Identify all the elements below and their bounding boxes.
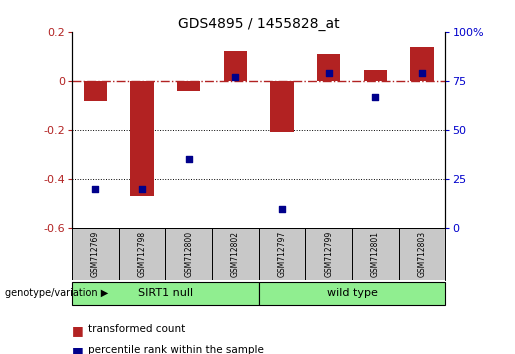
Bar xyxy=(364,70,387,81)
Text: GSM712799: GSM712799 xyxy=(324,231,333,278)
Bar xyxy=(352,228,399,280)
Title: GDS4895 / 1455828_at: GDS4895 / 1455828_at xyxy=(178,17,339,31)
Text: ■: ■ xyxy=(72,324,84,337)
Text: genotype/variation ▶: genotype/variation ▶ xyxy=(5,288,108,298)
Bar xyxy=(72,282,259,305)
Bar xyxy=(224,51,247,81)
Text: GSM712801: GSM712801 xyxy=(371,231,380,277)
Text: GSM712803: GSM712803 xyxy=(418,231,426,277)
Bar xyxy=(317,54,340,81)
Point xyxy=(91,186,99,192)
Text: GSM712798: GSM712798 xyxy=(138,231,147,277)
Text: ■: ■ xyxy=(72,345,84,354)
Point xyxy=(418,70,426,76)
Bar xyxy=(212,228,259,280)
Text: GSM712769: GSM712769 xyxy=(91,231,100,278)
Bar xyxy=(399,228,445,280)
Text: GSM712800: GSM712800 xyxy=(184,231,193,277)
Bar xyxy=(165,228,212,280)
Bar xyxy=(305,228,352,280)
Text: GSM712802: GSM712802 xyxy=(231,231,240,277)
Bar xyxy=(177,81,200,91)
Bar xyxy=(130,81,154,196)
Bar xyxy=(259,282,445,305)
Text: percentile rank within the sample: percentile rank within the sample xyxy=(88,345,264,354)
Text: wild type: wild type xyxy=(327,288,377,298)
Point xyxy=(371,94,380,99)
Bar xyxy=(119,228,165,280)
Bar xyxy=(410,47,434,81)
Text: SIRT1 null: SIRT1 null xyxy=(138,288,193,298)
Point xyxy=(324,70,333,76)
Point xyxy=(138,186,146,192)
Bar xyxy=(270,81,294,132)
Point xyxy=(278,206,286,211)
Bar xyxy=(259,228,305,280)
Bar xyxy=(84,81,107,101)
Point xyxy=(185,156,193,162)
Point xyxy=(231,74,239,80)
Text: GSM712797: GSM712797 xyxy=(278,231,287,278)
Text: transformed count: transformed count xyxy=(88,324,185,334)
Bar xyxy=(72,228,119,280)
